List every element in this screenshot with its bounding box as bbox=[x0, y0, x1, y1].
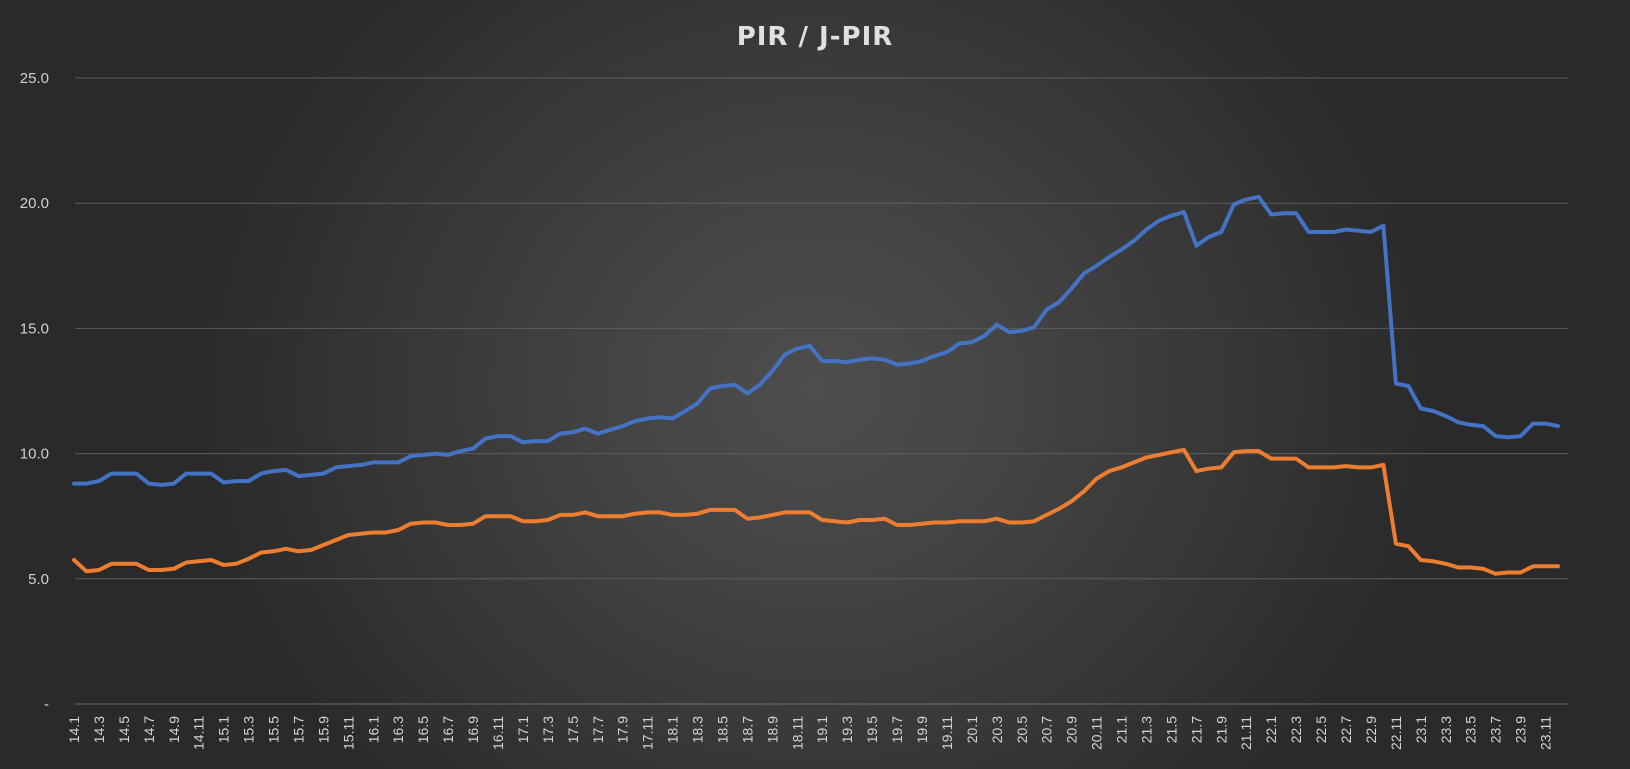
x-tick-label: 21.5 bbox=[1163, 716, 1179, 743]
x-tick-label: 17.9 bbox=[615, 716, 631, 743]
x-tick-label: 23.1 bbox=[1413, 716, 1429, 743]
x-tick-label: 15.3 bbox=[241, 716, 257, 743]
x-tick-label: 15.1 bbox=[216, 716, 232, 743]
x-tick-label: 23.7 bbox=[1488, 716, 1504, 743]
x-tick-label: 17.3 bbox=[540, 716, 556, 743]
x-tick-label: 22.11 bbox=[1388, 716, 1404, 750]
series-lines bbox=[72, 194, 1560, 576]
x-tick-label: 22.5 bbox=[1313, 716, 1329, 743]
x-tick-label: 19.3 bbox=[839, 716, 855, 743]
x-tick-label: 18.11 bbox=[789, 716, 805, 750]
x-tick-label: 20.9 bbox=[1064, 716, 1080, 743]
x-tick-label: 20.3 bbox=[989, 716, 1005, 743]
x-tick-label: 17.11 bbox=[640, 716, 656, 750]
y-tick-label: - bbox=[44, 696, 49, 713]
x-tick-label: 18.7 bbox=[739, 716, 755, 743]
x-tick-label: 20.11 bbox=[1089, 716, 1105, 750]
x-tick-label: 23.5 bbox=[1463, 716, 1479, 743]
x-tick-label: 17.5 bbox=[565, 716, 581, 743]
x-tick-label: 16.5 bbox=[415, 716, 431, 743]
x-tick-label: 21.3 bbox=[1138, 716, 1154, 743]
x-tick-label: 20.7 bbox=[1039, 716, 1055, 743]
x-tick-label: 15.9 bbox=[315, 716, 331, 743]
x-tick-label: 14.1 bbox=[66, 716, 82, 743]
x-axis-tick-labels: 14.1 14.3 14.5 14.7 14.9 14.11 15.1 15.3 15.5 15.… bbox=[66, 716, 1554, 750]
x-tick-label: 18.9 bbox=[764, 716, 780, 743]
y-tick-label: 5.0 bbox=[28, 571, 49, 588]
x-tick-label: 23.3 bbox=[1438, 716, 1454, 743]
y-tick-label: 25.0 bbox=[20, 70, 49, 87]
x-tick-label: 16.1 bbox=[365, 716, 381, 743]
x-tick-label: 14.5 bbox=[116, 716, 132, 743]
x-tick-label: 20.1 bbox=[964, 716, 980, 743]
gridlines bbox=[75, 77, 1568, 705]
y-tick-label: 15.0 bbox=[20, 320, 49, 337]
x-tick-label: 23.9 bbox=[1513, 716, 1529, 743]
series-line-2 bbox=[72, 447, 1560, 576]
y-axis-tick-labels: - 5.0 10.0 15.0 20.0 25.0 bbox=[20, 70, 49, 713]
x-tick-label: 19.5 bbox=[864, 716, 880, 743]
x-tick-label: 19.9 bbox=[914, 716, 930, 743]
x-tick-label: 19.7 bbox=[889, 716, 905, 743]
series-line-1 bbox=[72, 194, 1560, 487]
x-tick-label: 22.1 bbox=[1263, 716, 1279, 743]
x-tick-label: 18.1 bbox=[665, 716, 681, 743]
x-tick-label: 22.7 bbox=[1338, 716, 1354, 743]
x-tick-label: 19.1 bbox=[814, 716, 830, 743]
x-tick-label: 16.9 bbox=[465, 716, 481, 743]
x-tick-label: 16.3 bbox=[390, 716, 406, 743]
x-tick-label: 19.11 bbox=[939, 716, 955, 750]
x-tick-label: 15.7 bbox=[290, 716, 306, 743]
y-tick-label: 10.0 bbox=[20, 446, 49, 463]
x-tick-label: 14.3 bbox=[91, 716, 107, 743]
x-tick-label: 21.7 bbox=[1188, 716, 1204, 743]
chart-title: PIR / J-PIR bbox=[737, 22, 894, 52]
y-tick-label: 20.0 bbox=[20, 195, 49, 212]
x-tick-label: 21.11 bbox=[1238, 716, 1254, 750]
x-tick-label: 22.9 bbox=[1363, 716, 1379, 743]
x-tick-label: 14.7 bbox=[141, 716, 157, 743]
x-tick-label: 21.9 bbox=[1213, 716, 1229, 743]
x-tick-label: 15.11 bbox=[340, 716, 356, 750]
x-tick-label: 15.5 bbox=[266, 716, 282, 743]
x-tick-label: 21.1 bbox=[1114, 716, 1130, 743]
x-tick-label: 14.9 bbox=[166, 716, 182, 743]
x-tick-label: 18.3 bbox=[690, 716, 706, 743]
x-tick-label: 20.5 bbox=[1014, 716, 1030, 743]
x-tick-label: 22.3 bbox=[1288, 716, 1304, 743]
x-tick-label: 14.11 bbox=[191, 716, 207, 750]
x-tick-label: 17.1 bbox=[515, 716, 531, 743]
x-tick-label: 16.11 bbox=[490, 716, 506, 750]
x-tick-label: 16.7 bbox=[440, 716, 456, 743]
x-tick-label: 18.5 bbox=[714, 716, 730, 743]
x-tick-label: 17.7 bbox=[590, 716, 606, 743]
x-tick-label: 23.11 bbox=[1538, 716, 1554, 750]
